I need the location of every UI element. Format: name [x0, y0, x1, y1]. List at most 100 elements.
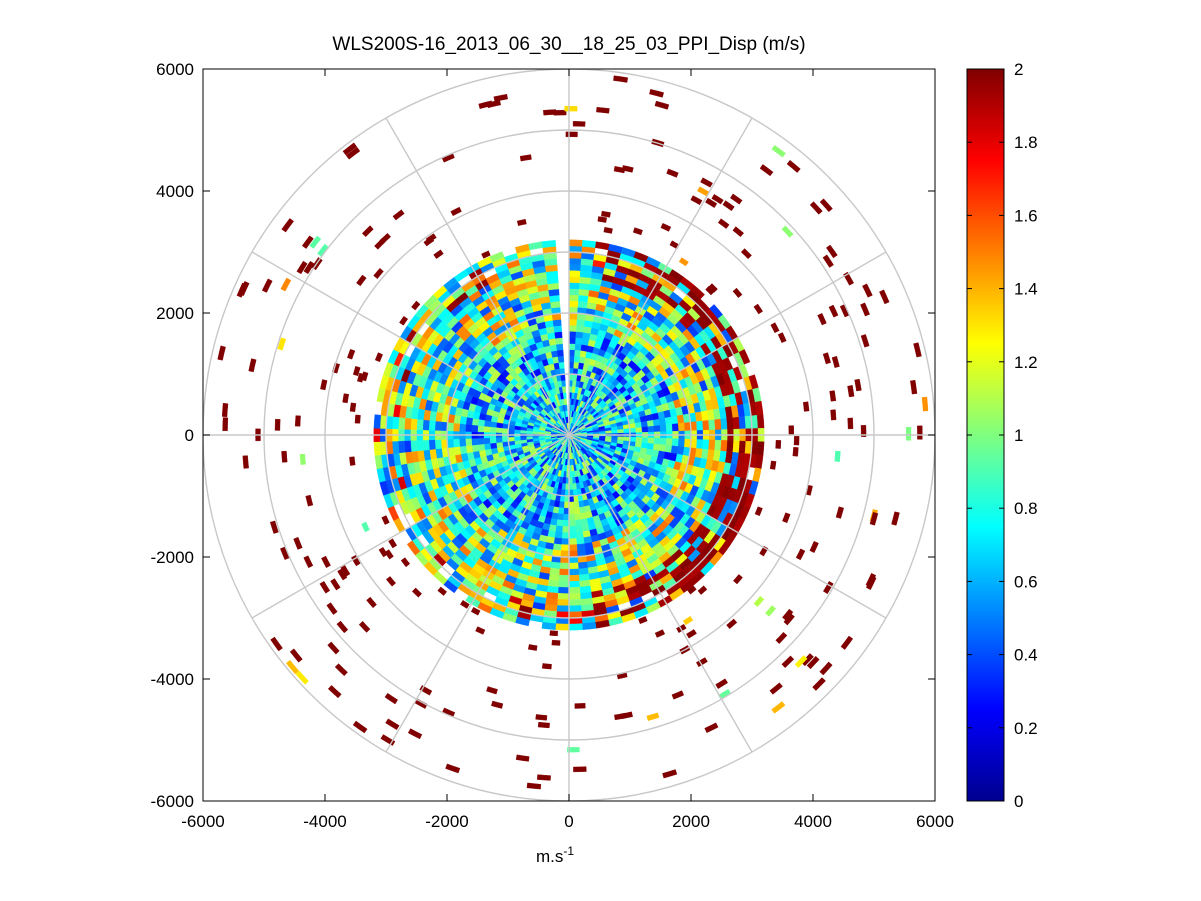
grid-spoke — [568, 434, 887, 619]
scan-cell — [568, 599, 582, 607]
scan-cell — [568, 318, 578, 326]
y-axis: 6000 4000 2000 0 -2000 -4000 -6000 — [151, 60, 935, 811]
scan-cell — [629, 427, 637, 434]
outer-return — [831, 355, 840, 368]
outer-return — [305, 494, 314, 507]
outer-return — [733, 574, 743, 585]
scan-cell — [568, 623, 583, 631]
scan-cell — [664, 444, 673, 454]
scan-cell — [611, 429, 619, 434]
grid-spoke — [568, 251, 887, 436]
outer-return — [826, 244, 838, 259]
outer-return — [385, 718, 400, 730]
scan-cell — [556, 349, 564, 357]
scan-cell — [575, 337, 583, 345]
scan-cell — [568, 263, 582, 271]
outer-return — [342, 393, 350, 404]
outer-return — [829, 390, 837, 402]
outer-return — [654, 100, 670, 110]
outer-return — [342, 142, 358, 156]
outer-return — [696, 657, 708, 668]
outer-return — [352, 720, 368, 734]
outer-return — [847, 385, 855, 398]
outer-return — [299, 453, 306, 465]
y-tick-label: -6000 — [151, 792, 194, 811]
scan-cell — [452, 438, 461, 448]
scan-cell — [398, 416, 406, 430]
scan-cell — [483, 443, 492, 451]
scan-cell — [568, 544, 578, 552]
scan-cell — [555, 337, 563, 345]
scan-cell — [738, 416, 747, 430]
outer-return — [433, 249, 444, 259]
scan-cell — [568, 312, 578, 320]
scan-cell — [373, 414, 382, 429]
outer-return — [269, 520, 279, 534]
outer-return — [917, 425, 923, 440]
scan-cell — [568, 592, 581, 600]
scan-cell — [568, 513, 576, 521]
scan-cell — [568, 343, 576, 351]
polar-grid — [203, 69, 935, 801]
outer-return — [374, 352, 383, 363]
scan-cell — [702, 439, 710, 450]
outer-return — [270, 636, 283, 652]
colorbar-tick-label: 1.8 — [1014, 133, 1038, 152]
scan-cell — [428, 439, 436, 450]
outer-return — [801, 653, 814, 667]
outer-return — [486, 686, 498, 695]
scan-cell — [568, 294, 580, 302]
outer-return — [802, 401, 810, 412]
outer-return — [603, 226, 613, 234]
scan-cell — [434, 420, 442, 431]
scan-cell — [575, 537, 585, 545]
scan-cell — [572, 483, 577, 491]
scan-cell — [653, 437, 661, 445]
scan-cell — [483, 425, 491, 433]
scan-cell — [579, 585, 592, 594]
scan-cell — [489, 442, 498, 450]
scan-cell — [568, 507, 575, 515]
scan-cell — [546, 276, 559, 285]
scan-cell — [562, 392, 567, 400]
outer-return — [564, 105, 578, 112]
scan-cell — [568, 526, 577, 533]
colorbar-tick-label: 0.2 — [1014, 719, 1038, 738]
outer-return — [781, 225, 794, 238]
outer-return — [891, 511, 900, 526]
outer-return — [340, 565, 351, 577]
outer-return — [715, 678, 728, 689]
scan-cell — [568, 282, 580, 290]
outer-return — [236, 282, 248, 298]
scan-cell — [575, 531, 584, 539]
scan-cell — [434, 439, 442, 450]
scan-cell — [646, 419, 655, 427]
outer-return — [705, 197, 718, 208]
scan-cell — [548, 288, 560, 297]
outer-return — [732, 287, 743, 298]
scan-cell — [558, 574, 570, 582]
scan-cell — [373, 441, 382, 456]
outer-return — [242, 455, 249, 469]
outer-return — [519, 154, 532, 162]
outer-return — [921, 396, 929, 412]
outer-return — [295, 670, 309, 685]
scan-cell — [561, 386, 567, 393]
scan-cell — [738, 349, 751, 365]
scan-cell — [558, 568, 570, 576]
outer-return — [281, 450, 288, 463]
outer-return — [537, 721, 550, 729]
scan-cell — [578, 573, 590, 582]
outer-return — [666, 168, 679, 178]
outer-return — [765, 605, 777, 617]
grid-spoke — [385, 434, 570, 753]
scan-cell — [416, 418, 424, 431]
outer-return — [654, 629, 666, 638]
scan-cell — [568, 288, 580, 296]
outer-return — [541, 663, 552, 670]
outer-return — [835, 506, 844, 519]
outer-return — [783, 613, 795, 626]
scan-cell — [554, 331, 563, 339]
outer-return — [222, 417, 229, 431]
